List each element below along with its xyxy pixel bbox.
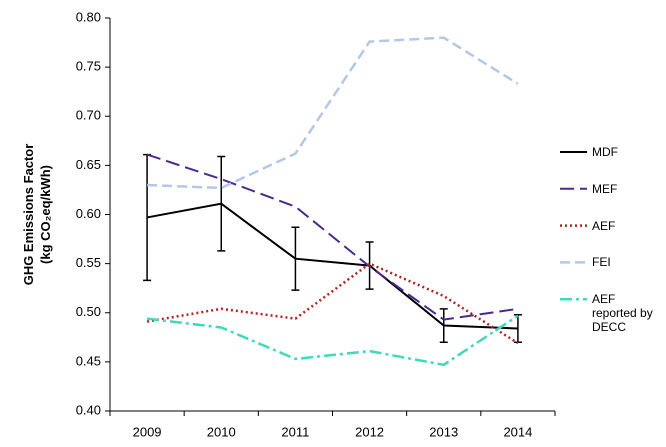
- series-line: [146, 314, 519, 367]
- legend-label: AEF: [592, 218, 616, 233]
- x-tick-label: 2013: [429, 424, 458, 439]
- legend-label: FEI: [592, 255, 611, 270]
- y-tick-label: 0.40: [76, 402, 101, 417]
- x-tick-label: 2014: [503, 424, 532, 439]
- y-tick-label: 0.80: [76, 9, 101, 24]
- legend-label: AEF reported by DECC: [592, 292, 653, 335]
- x-tick-label: 2010: [207, 424, 236, 439]
- x-tick-label: 2009: [133, 424, 162, 439]
- y-axis-label-line: (kg CO₂eq/kWh): [38, 165, 53, 264]
- y-tick-label: 0.55: [76, 255, 101, 270]
- y-tick-label: 0.50: [76, 304, 101, 319]
- series-line: [146, 202, 518, 330]
- y-tick-label: 0.65: [76, 157, 101, 172]
- series-line: [146, 262, 519, 345]
- legend-label: MEF: [592, 181, 618, 196]
- y-tick-label: 0.60: [76, 206, 101, 221]
- y-tick-label: 0.75: [76, 59, 101, 74]
- y-axis-label: GHG Emissions Factor (kg CO₂eq/kWh): [21, 144, 53, 286]
- series-line: [146, 153, 519, 321]
- error-bar: [291, 226, 300, 291]
- y-tick-label: 0.70: [76, 108, 101, 123]
- x-tick-label: 2011: [281, 424, 309, 439]
- y-axis-label-line: GHG Emissions Factor: [21, 144, 36, 286]
- legend-label: MDF: [592, 145, 618, 159]
- series-line: [147, 36, 519, 190]
- y-tick-label: 0.45: [76, 353, 101, 368]
- error-bar: [439, 308, 448, 343]
- x-tick-label: 2012: [355, 424, 384, 439]
- error-bar: [217, 155, 226, 252]
